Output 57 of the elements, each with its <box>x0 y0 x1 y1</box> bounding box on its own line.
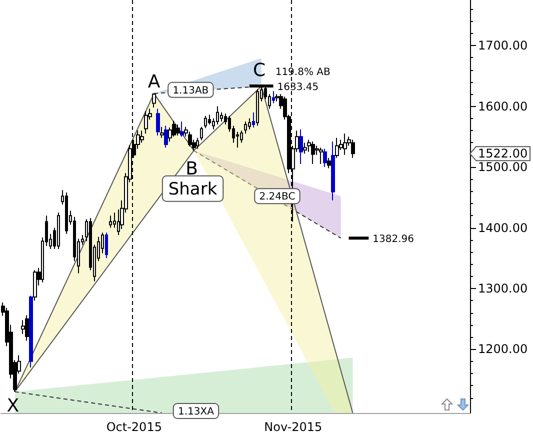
candlestick <box>105 232 108 259</box>
candlestick <box>323 148 327 168</box>
x-tick-label: Nov-2015 <box>264 420 322 434</box>
candlestick <box>331 141 335 201</box>
candlestick <box>208 114 211 126</box>
candlestick <box>180 120 184 138</box>
candlestick <box>188 131 192 147</box>
ref-line-label: 1382.96 <box>372 234 414 246</box>
candlestick <box>272 90 275 104</box>
candlestick <box>244 120 247 134</box>
annotation: Shark <box>168 180 218 200</box>
candlestick <box>65 192 68 234</box>
candlestick <box>311 141 315 164</box>
annotation: B <box>186 158 198 180</box>
annotation: 1.13XA <box>178 406 214 418</box>
candlestick <box>343 133 347 156</box>
candlestick <box>164 125 168 148</box>
candlestick <box>252 112 255 128</box>
candlestick <box>327 157 331 169</box>
candlestick <box>256 88 259 126</box>
ref-line-label: 1633.45 <box>277 82 319 93</box>
x-tick-label: Oct-2015 <box>106 420 162 434</box>
candlestick <box>335 137 339 158</box>
candlestick <box>109 215 112 228</box>
candlestick <box>144 110 148 134</box>
candlestick <box>216 106 219 126</box>
candlestick <box>29 295 33 368</box>
candlestick <box>196 137 199 150</box>
candlestick <box>25 314 29 342</box>
y-tick-label: 1400.00 <box>478 220 528 235</box>
y-tick-label: 1700.00 <box>478 38 528 53</box>
candlestick <box>152 93 156 108</box>
text: 1522.00 <box>478 146 528 161</box>
annotation: C <box>253 60 266 82</box>
candlestick <box>200 126 203 141</box>
annotation: 1.13AB <box>172 85 209 96</box>
candlestick <box>160 126 164 138</box>
candlestick <box>303 142 307 154</box>
y-tick-label: 1300.00 <box>478 281 528 296</box>
candlestick <box>57 212 60 250</box>
annotation: A <box>148 72 161 93</box>
candlestick <box>172 120 176 138</box>
candlestick <box>204 116 207 129</box>
candlestick <box>176 124 180 136</box>
candlestick <box>351 139 355 158</box>
candlestick <box>248 118 251 130</box>
candlestick <box>240 130 243 144</box>
candlestick <box>319 147 323 164</box>
y-tick-label: 1500.00 <box>478 160 528 174</box>
annotation: 2.24BC <box>259 192 296 203</box>
annotation: X <box>6 396 20 417</box>
annotation: 119.8% AB <box>275 67 330 78</box>
y-tick-label: 1200.00 <box>478 342 528 356</box>
candlestick <box>156 108 160 136</box>
candlestick <box>299 128 303 164</box>
y-tick-label: 1600.00 <box>478 99 528 114</box>
candlestick <box>33 270 37 302</box>
